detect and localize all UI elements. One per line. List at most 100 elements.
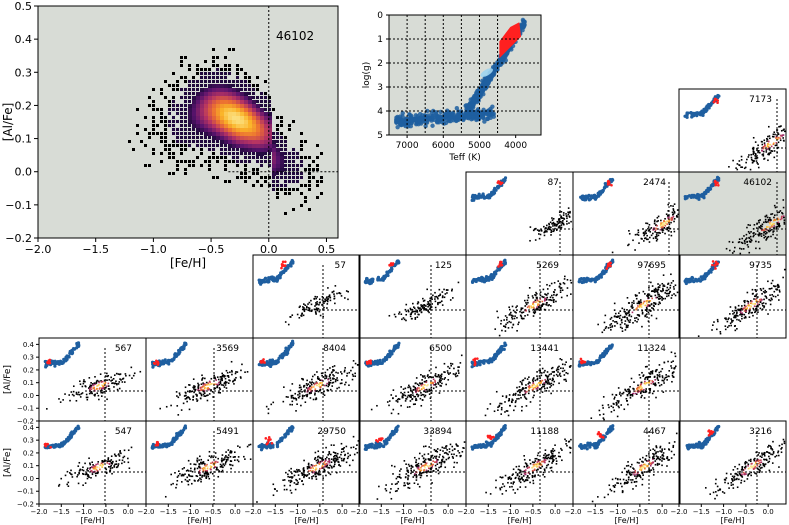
density-cell [280, 160, 284, 164]
density-cell [730, 318, 733, 320]
density-cell [252, 184, 255, 187]
density-cell [656, 224, 658, 227]
density-cell [182, 402, 185, 405]
density-cell [397, 412, 400, 415]
density-cell [754, 154, 756, 157]
density-cell [172, 124, 175, 127]
density-cell [770, 223, 773, 225]
density-cell [748, 316, 751, 318]
density-cell [555, 225, 558, 227]
density-cell [783, 219, 786, 221]
density-cell [569, 210, 571, 213]
density-cell [765, 149, 768, 151]
density-cell [735, 309, 738, 312]
density-cell [220, 140, 224, 144]
density-cell [407, 394, 410, 397]
density-cell [494, 328, 497, 330]
kiel-point [410, 118, 415, 123]
density-cell [628, 230, 630, 232]
inset-point [388, 268, 393, 272]
density-cell [656, 220, 658, 223]
density-cell [763, 144, 766, 146]
density-cell [670, 205, 672, 207]
density-cell [333, 295, 336, 297]
density-cell [412, 403, 415, 406]
density-cell [741, 305, 743, 307]
density-cell [192, 160, 195, 163]
density-cell [638, 306, 640, 308]
density-cell [659, 295, 661, 297]
density-cell [264, 136, 268, 140]
density-cell [412, 302, 414, 305]
density-cell [561, 222, 564, 225]
density-cell [746, 291, 749, 294]
density-cell [212, 140, 215, 143]
density-cell [777, 141, 780, 144]
density-cell [727, 318, 729, 321]
density-cell [224, 64, 227, 67]
density-cell [758, 247, 761, 250]
density-cell [666, 223, 668, 225]
density-cell [646, 294, 648, 297]
density-cell [624, 311, 626, 313]
density-cell [268, 176, 271, 179]
density-cell [180, 104, 183, 107]
density-cell [697, 335, 700, 337]
density-cell [778, 289, 781, 292]
density-cell [609, 326, 612, 329]
density-cell [665, 213, 668, 215]
density-cell [637, 302, 639, 305]
density-cell [200, 140, 203, 143]
inset-highlight [259, 360, 263, 364]
density-cell [102, 385, 105, 388]
density-cell [662, 226, 664, 228]
density-cell [236, 108, 240, 112]
density-cell [506, 316, 508, 319]
density-cell [647, 226, 650, 228]
density-cell [197, 386, 199, 388]
density-cell [184, 112, 187, 115]
density-cell [160, 112, 163, 115]
density-cell [412, 306, 415, 308]
density-cell [539, 233, 542, 236]
inset-point [289, 263, 293, 267]
density-cell [304, 401, 307, 404]
density-cell [779, 137, 782, 140]
density-cell [265, 405, 268, 408]
density-cell [240, 160, 243, 163]
density-cell [653, 220, 656, 223]
density-cell [208, 104, 212, 108]
main-y-axis-label: [Al/Fe] [1, 103, 15, 142]
density-cell [624, 323, 626, 325]
density-cell [512, 323, 515, 326]
density-cell [743, 300, 745, 302]
density-cell [429, 303, 432, 306]
density-cell [108, 378, 111, 381]
density-cell [650, 310, 652, 312]
density-cell [309, 385, 311, 387]
density-cell [301, 308, 304, 311]
density-cell [204, 160, 207, 163]
density-cell [206, 387, 209, 390]
density-cell [416, 309, 418, 312]
density-cell [436, 375, 439, 378]
density-cell [172, 128, 175, 131]
density-cell [308, 180, 311, 183]
density-cell [414, 313, 416, 315]
density-cell [765, 302, 767, 305]
density-cell [323, 302, 325, 304]
density-cell [297, 394, 299, 396]
density-cell [409, 400, 412, 402]
density-cell [320, 379, 322, 382]
density-cell [434, 381, 437, 383]
density-cell [749, 305, 752, 307]
density-cell [670, 273, 672, 276]
density-cell [200, 80, 203, 83]
density-cell [661, 282, 664, 285]
density-cell [503, 319, 505, 321]
density-cell [272, 172, 276, 176]
density-cell [403, 394, 405, 396]
density-cell [625, 313, 628, 316]
density-cell [446, 370, 449, 372]
density-cell [520, 307, 523, 309]
